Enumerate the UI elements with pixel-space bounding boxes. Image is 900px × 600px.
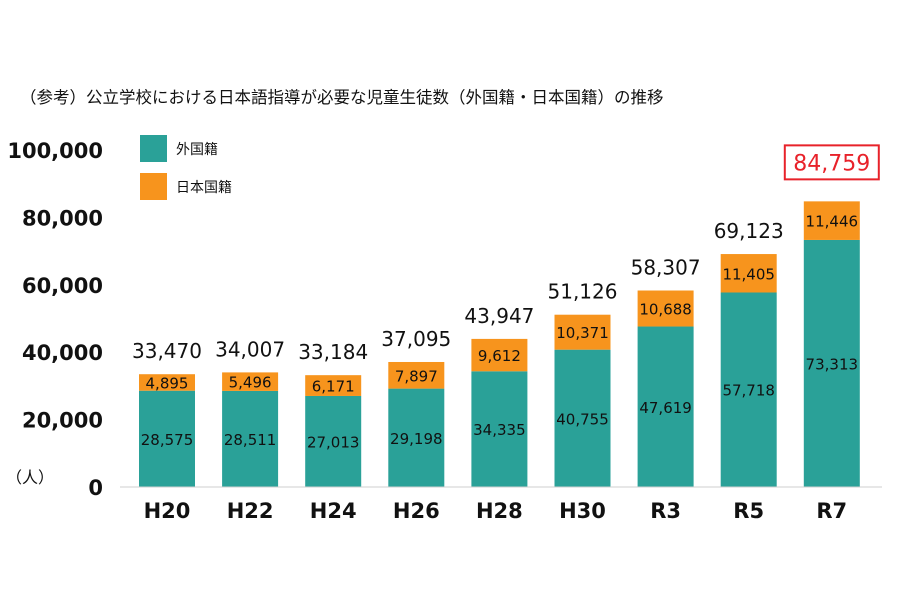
bar-segment-foreign [554, 349, 611, 487]
x-tick-label: H20 [144, 499, 191, 523]
x-tick-label: H28 [476, 499, 523, 523]
data-label-japanese: 11,446 [806, 213, 859, 231]
bar-segment-japanese [554, 314, 611, 350]
bars: 28,575 4,895 33,470 28,511 5,496 34,007 27,013… [132, 144, 880, 487]
total-label: 84,759 [793, 151, 870, 176]
x-tick-label: R5 [733, 499, 764, 523]
bar-segment-japanese [305, 375, 362, 396]
total-label: 33,184 [298, 340, 368, 364]
bar-segment-japanese [720, 254, 777, 293]
y-unit-label: （人） [6, 468, 54, 487]
data-label-japanese: 9,612 [478, 347, 521, 365]
data-label-foreign: 28,575 [141, 431, 194, 449]
data-label-japanese: 10,371 [556, 324, 609, 342]
total-label: 69,123 [714, 219, 784, 243]
total-highlight-box [783, 144, 880, 181]
y-tick-label: 80,000 [22, 206, 103, 230]
y-tick-label: 60,000 [22, 274, 103, 298]
total-label: 51,126 [548, 280, 618, 304]
total-label: 43,947 [464, 304, 534, 328]
bar-segment-foreign [720, 292, 777, 487]
data-label-foreign: 29,198 [390, 430, 443, 448]
data-label-foreign: 28,511 [224, 431, 277, 449]
bar-segment-japanese [471, 338, 528, 372]
bar-segment-japanese [803, 201, 860, 240]
data-label-japanese: 11,405 [722, 265, 775, 283]
data-label-foreign: 27,013 [307, 433, 360, 451]
y-tick-label: 40,000 [22, 341, 103, 365]
x-tick-label: H22 [227, 499, 274, 523]
y-tick-label: 100,000 [7, 139, 103, 163]
bar-segment-japanese [222, 372, 279, 391]
legend-swatch-japanese [140, 173, 167, 200]
data-label-japanese: 4,895 [146, 374, 189, 392]
bar-segment-foreign [305, 395, 362, 487]
y-axis: 0 20,000 40,000 60,000 80,000 100,000 [7, 139, 103, 500]
x-axis: H20 H22 H24 H26 H28 H30 R3 R5 R7 [120, 486, 882, 523]
legend-swatch-foreign [140, 135, 167, 162]
bar-segment-foreign [471, 371, 528, 487]
total-label: 58,307 [631, 256, 701, 280]
x-tick-label: H30 [559, 499, 606, 523]
x-tick-label: H26 [393, 499, 440, 523]
legend-label-foreign: 外国籍 [176, 141, 218, 158]
total-label: 37,095 [381, 327, 451, 351]
bar-segment-japanese [637, 290, 694, 327]
data-label-foreign: 34,335 [473, 421, 526, 439]
x-tick-label: R7 [816, 499, 847, 523]
data-label-japanese: 7,897 [395, 367, 438, 385]
y-tick-label: 20,000 [22, 409, 103, 433]
x-tick-label: R3 [650, 499, 681, 523]
data-label-foreign: 47,619 [639, 399, 692, 417]
chart-title: （参考）公立学校における日本語指導が必要な児童生徒数（外国籍・日本国籍）の推移 [20, 88, 664, 107]
data-label-foreign: 57,718 [722, 382, 775, 400]
data-label-foreign: 40,755 [556, 410, 609, 428]
bar-segment-foreign [222, 390, 279, 487]
bar-segment-japanese [139, 374, 195, 391]
data-label-foreign: 73,313 [806, 355, 859, 373]
total-label: 34,007 [215, 337, 285, 361]
bar-segment-japanese [388, 361, 445, 389]
total-label: 33,470 [132, 339, 202, 363]
x-tick-label: H24 [310, 499, 357, 523]
y-tick-label: 0 [88, 476, 103, 500]
bar-segment-foreign [388, 388, 445, 487]
data-label-japanese: 5,496 [229, 374, 272, 392]
data-label-japanese: 6,171 [312, 378, 355, 396]
bar-segment-foreign [637, 326, 694, 487]
data-label-japanese: 10,688 [639, 301, 692, 319]
bar-segment-foreign [803, 239, 860, 487]
bar-segment-foreign [139, 390, 195, 487]
legend-label-japanese: 日本国籍 [176, 179, 232, 196]
